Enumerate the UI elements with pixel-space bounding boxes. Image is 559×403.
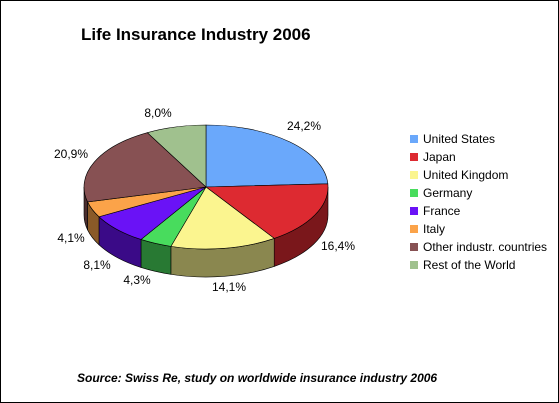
legend-swatch bbox=[410, 153, 418, 161]
legend-label: Other industr. countries bbox=[423, 240, 548, 254]
pie-slice-rest-of-the-world bbox=[146, 124, 207, 188]
legend-swatch bbox=[410, 225, 418, 233]
legend-swatch bbox=[410, 207, 418, 215]
legend-label: United Kingdom bbox=[423, 168, 509, 182]
legend-swatch bbox=[410, 261, 418, 269]
legend-item-japan: Japan bbox=[410, 148, 547, 166]
legend-item-other-industr-countries: Other industr. countries bbox=[410, 238, 547, 256]
chart-title: Life Insurance Industry 2006 bbox=[81, 25, 311, 44]
legend-label: Rest of the World bbox=[423, 258, 516, 272]
data-label-united-kingdom: 14,1% bbox=[212, 280, 246, 294]
data-label-other-industr-countries: 20,9% bbox=[54, 147, 88, 161]
pie-slice-united-kingdom bbox=[170, 186, 275, 250]
legend: United States Japan United Kingdom Germany F… bbox=[410, 130, 547, 274]
pie-slice-united-states bbox=[205, 124, 329, 188]
legend-item-france: France bbox=[410, 202, 547, 220]
legend-swatch bbox=[410, 135, 418, 143]
pie-slice-other-industr-countries bbox=[83, 132, 207, 203]
legend-swatch bbox=[410, 189, 418, 197]
legend-label: France bbox=[423, 204, 461, 218]
legend-item-italy: Italy bbox=[410, 220, 547, 238]
legend-item-united-states: United States bbox=[410, 130, 547, 148]
legend-swatch bbox=[410, 171, 418, 179]
pie-slice-japan bbox=[205, 183, 329, 239]
legend-label: Japan bbox=[423, 150, 456, 164]
data-label-france: 8,1% bbox=[83, 258, 111, 272]
data-label-germany: 4,3% bbox=[123, 273, 151, 287]
legend-swatch bbox=[410, 243, 418, 251]
legend-label: Germany bbox=[423, 186, 473, 200]
pie-top bbox=[83, 124, 329, 250]
legend-item-united-kingdom: United Kingdom bbox=[410, 166, 547, 184]
source-note: Source: Swiss Re, study on worldwide ins… bbox=[77, 371, 438, 385]
data-label-rest-of-the-world: 8,0% bbox=[144, 106, 172, 120]
legend-item-rest-of-the-world: Rest of the World bbox=[410, 256, 547, 274]
data-label-united-states: 24,2% bbox=[287, 119, 321, 133]
data-label-japan: 16,4% bbox=[321, 239, 355, 253]
data-label-italy: 4,1% bbox=[57, 231, 85, 245]
legend-item-germany: Germany bbox=[410, 184, 547, 202]
pie-side-walls bbox=[83, 186, 329, 278]
legend-label: Italy bbox=[423, 222, 446, 236]
legend-label: United States bbox=[423, 132, 496, 146]
